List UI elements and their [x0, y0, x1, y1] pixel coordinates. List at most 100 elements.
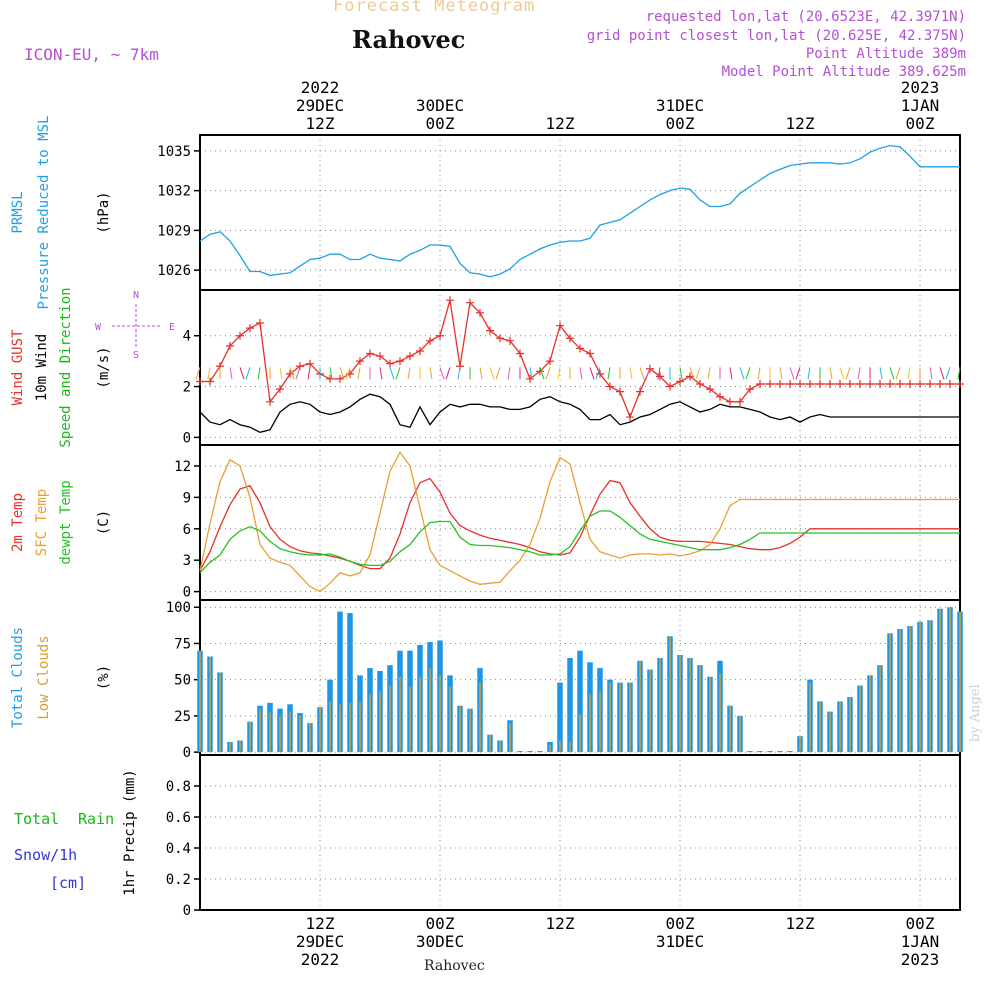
low-cloud-bar: [459, 705, 461, 753]
gust-marker: [866, 380, 874, 389]
gust-marker: [776, 380, 784, 389]
low-cloud-bar: [349, 702, 351, 753]
gridpoint-coords: grid point closest lon,lat (20.625E, 42.…: [586, 28, 966, 44]
bottom-time-label: 31DEC: [656, 932, 704, 951]
wind-direction-arrow: [339, 367, 345, 380]
compass-w: W: [95, 322, 102, 333]
gust-marker: [656, 372, 664, 381]
wind-direction-arrow: [245, 367, 251, 380]
wind-axis-label: (m/s): [96, 346, 112, 388]
bottom-time-label: 12Z: [546, 914, 575, 933]
low-cloud-bar: [579, 714, 581, 753]
wind-direction-arrow: [329, 367, 333, 380]
gust-marker: [416, 346, 424, 355]
wind-direction-arrow: [857, 367, 861, 380]
gust-marker: [386, 359, 394, 368]
gust-marker: [266, 397, 274, 406]
low-cloud-bar: [929, 620, 931, 753]
gust-marker: [666, 382, 674, 391]
gust-marker: [226, 341, 234, 350]
wind-gust-line: [200, 300, 960, 419]
wind-direction-arrow: [707, 367, 711, 380]
location-title: Rahovec: [352, 25, 466, 54]
precip-ytick-label: 0: [183, 903, 191, 919]
low-cloud-bar: [949, 607, 951, 753]
model-altitude: Model Point Altitude 389.625m: [721, 64, 966, 80]
low-cloud-bar: [279, 715, 281, 753]
point-altitude: Point Altitude 389m: [805, 46, 966, 62]
gust-marker: [276, 385, 284, 394]
low-cloud-bar: [399, 676, 401, 753]
credit-watermark: by Angel: [968, 684, 983, 742]
wind-direction-arrow: [239, 367, 245, 380]
low-cloud-bar: [629, 682, 631, 753]
total-cloud-bar: [787, 751, 793, 753]
gust-marker: [486, 326, 494, 335]
pressure-line: [199, 144, 960, 278]
gust-marker: [716, 392, 724, 401]
gust-marker: [936, 380, 944, 389]
wind-direction-arrow: [345, 367, 351, 380]
low-cloud-bar: [439, 675, 441, 753]
wind-direction-arrow: [757, 367, 761, 380]
low-cloud-bar: [489, 734, 491, 753]
wind-direction-arrow: [645, 367, 651, 380]
gust-marker: [516, 349, 524, 358]
low-cloud-bar: [899, 628, 901, 753]
low-cloud-bar: [329, 701, 331, 753]
low-cloud-bar: [319, 707, 321, 753]
bottom-time-label: 00Z: [666, 914, 695, 933]
total-cloud-bar: [747, 751, 753, 753]
pressure-axis-label: Pressure Reduced to MSL: [36, 116, 52, 310]
temperature-axis-label: SFC Temp: [34, 489, 50, 556]
gust-marker: [426, 336, 434, 345]
low-cloud-bar: [739, 715, 741, 753]
wind-direction-arrow: [489, 367, 495, 380]
pressure-axis-label: PRMSL: [10, 191, 26, 233]
temperature-axis-label: 2m Temp: [10, 493, 26, 552]
wind-axis-label: Speed and Direction: [58, 287, 74, 447]
bottom-time-label: 2023: [901, 950, 940, 969]
low-cloud-bar: [379, 691, 381, 753]
wind-direction-arrow: [229, 367, 233, 380]
low-cloud-bar: [909, 626, 911, 753]
gust-marker: [296, 362, 304, 371]
sfc-temp-line: [199, 451, 960, 593]
bottom-time-label: 12Z: [306, 914, 335, 933]
top-time-label: 12Z: [546, 114, 575, 133]
low-cloud-bar: [719, 673, 721, 753]
low-cloud-bar: [509, 723, 511, 753]
wind-direction-arrow: [907, 367, 911, 380]
compass-cross: [112, 304, 160, 348]
wind-direction-arrow: [439, 367, 445, 380]
wind-direction-arrow: [545, 367, 551, 380]
gust-marker: [566, 334, 574, 343]
gust-marker: [796, 380, 804, 389]
temperature-ytick-label: 0: [183, 585, 191, 601]
low-cloud-bar: [449, 686, 451, 753]
pressure-frame: [199, 134, 961, 291]
low-cloud-bar: [609, 682, 611, 753]
low-cloud-bar: [569, 741, 571, 753]
wind-direction-arrow: [679, 367, 683, 380]
wind-direction-arrow: [395, 367, 401, 380]
wind-direction-arrow: [495, 367, 501, 380]
low-cloud-bar: [859, 685, 861, 753]
wind-axis-label: Wind GUST: [10, 329, 26, 405]
gust-marker: [506, 336, 514, 345]
temperature-ytick-label: 3: [183, 553, 191, 569]
wind-direction-arrow: [279, 367, 283, 380]
low-cloud-bar: [799, 736, 801, 753]
top-time-label: 00Z: [906, 114, 935, 133]
gust-marker: [636, 387, 644, 396]
low-cloud-bar: [549, 744, 551, 753]
low-cloud-bar: [889, 633, 891, 753]
wind-direction-arrow: [595, 367, 601, 380]
wind-direction-arrow: [539, 367, 545, 380]
clouds-axis-label: Total Clouds: [10, 627, 26, 728]
low-cloud-bar: [699, 665, 701, 753]
low-cloud-bar: [389, 685, 391, 753]
wind-direction-arrow: [307, 367, 311, 380]
gust-marker: [396, 357, 404, 366]
wind-direction-arrow: [657, 367, 661, 380]
